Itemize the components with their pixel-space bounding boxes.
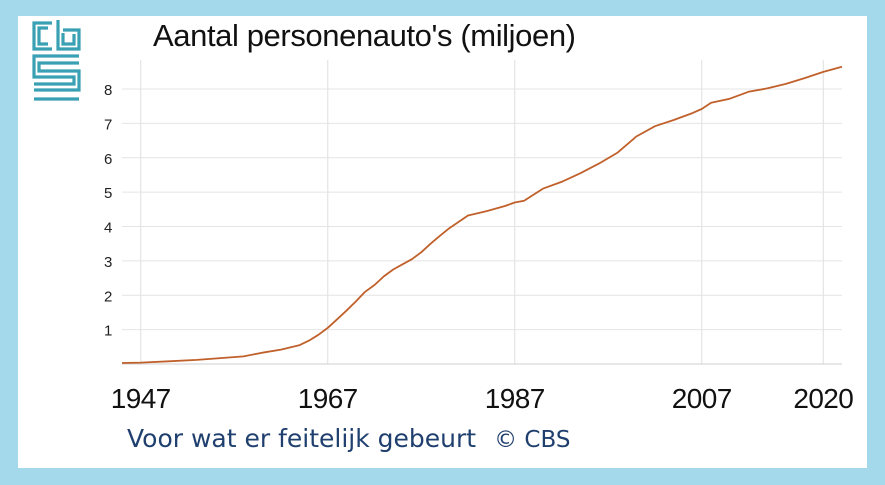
x-tick-label: 2007: [672, 383, 732, 414]
caption-text: Voor wat er feitelijk gebeurt: [127, 424, 477, 453]
y-tick-label: 5: [104, 185, 112, 202]
chart-panel: [18, 16, 867, 468]
cbs-logo-icon: [32, 20, 81, 101]
x-tick-label: 1987: [485, 383, 545, 414]
copyright-text: © CBS: [494, 427, 571, 453]
y-tick-label: 7: [104, 116, 112, 133]
series-line: [121, 65, 843, 364]
y-tick-label: 4: [104, 220, 112, 237]
x-tick-label: 2020: [793, 383, 853, 414]
y-tick-label: 1: [104, 323, 112, 340]
y-tick-label: 6: [104, 151, 112, 168]
x-tick-label: 1947: [111, 383, 171, 414]
x-tick-label: 1967: [298, 383, 358, 414]
y-tick-label: 3: [104, 254, 112, 271]
caption: Voor wat er feitelijk gebeurt © CBS: [127, 424, 570, 453]
y-tick-label: 8: [104, 82, 112, 99]
chart-title: Aantal personenauto's (miljoen): [153, 18, 576, 53]
y-tick-label: 2: [104, 288, 112, 305]
